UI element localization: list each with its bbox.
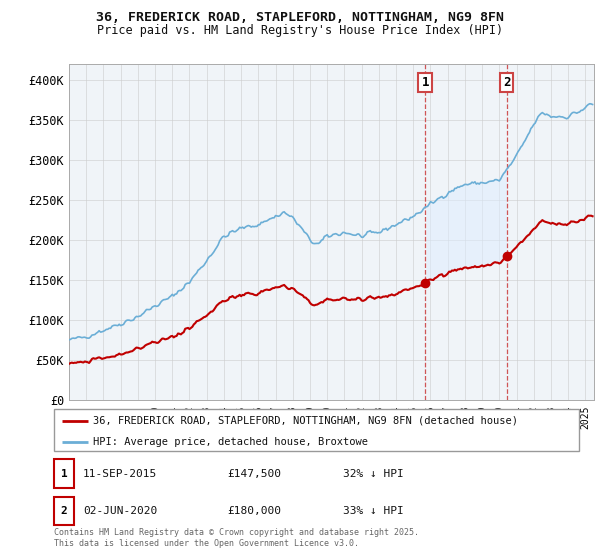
Text: 1: 1	[61, 469, 67, 479]
Text: 1: 1	[421, 76, 429, 89]
FancyBboxPatch shape	[54, 497, 74, 525]
Text: 2: 2	[503, 76, 511, 89]
Text: HPI: Average price, detached house, Broxtowe: HPI: Average price, detached house, Brox…	[94, 437, 368, 446]
FancyBboxPatch shape	[54, 409, 579, 451]
Text: 32% ↓ HPI: 32% ↓ HPI	[343, 469, 404, 479]
Text: 11-SEP-2015: 11-SEP-2015	[83, 469, 157, 479]
Text: Price paid vs. HM Land Registry's House Price Index (HPI): Price paid vs. HM Land Registry's House …	[97, 24, 503, 36]
Text: Contains HM Land Registry data © Crown copyright and database right 2025.
This d: Contains HM Land Registry data © Crown c…	[54, 528, 419, 548]
Text: 02-JUN-2020: 02-JUN-2020	[83, 506, 157, 516]
Text: 2: 2	[61, 506, 67, 516]
Text: 36, FREDERICK ROAD, STAPLEFORD, NOTTINGHAM, NG9 8FN (detached house): 36, FREDERICK ROAD, STAPLEFORD, NOTTINGH…	[94, 416, 518, 426]
Text: £147,500: £147,500	[227, 469, 281, 479]
Text: 33% ↓ HPI: 33% ↓ HPI	[343, 506, 404, 516]
Text: £180,000: £180,000	[227, 506, 281, 516]
Text: 36, FREDERICK ROAD, STAPLEFORD, NOTTINGHAM, NG9 8FN: 36, FREDERICK ROAD, STAPLEFORD, NOTTINGH…	[96, 11, 504, 24]
FancyBboxPatch shape	[54, 459, 74, 488]
